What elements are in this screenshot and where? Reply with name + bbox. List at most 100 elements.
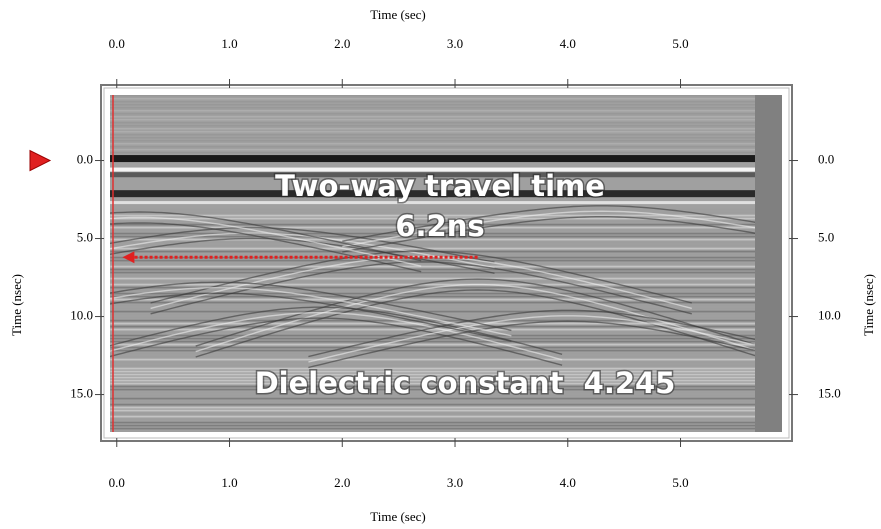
stripe [110,379,782,382]
stripe [110,337,782,340]
hyperbola [110,317,563,366]
stripe [110,319,782,322]
x-axis-title-bottom: Time (sec) [370,509,426,524]
stripe [110,394,782,397]
y-tick-label: 0.0 [818,152,834,167]
stripe [110,208,782,211]
stripe [110,265,782,268]
stripe [110,134,782,136]
stripe [110,424,782,427]
stripe [110,271,782,274]
stripe [110,304,782,307]
hyperbola [110,222,422,273]
stripe [110,122,782,124]
stripe [110,283,782,286]
stripe [110,361,782,364]
y-tick-label: 10.0 [818,308,841,323]
hyperbola [110,281,512,332]
x-tick-label: 1.0 [221,475,237,490]
stripe [110,146,782,148]
stripe [110,253,782,256]
stripe [110,149,782,151]
stripe [110,313,782,316]
stripe [110,211,782,214]
stripe [110,412,782,415]
stripe [110,382,782,385]
hyperbola [308,309,782,358]
stripe [110,349,782,352]
stripe [110,140,782,142]
hyperbola [110,306,563,355]
stripe [110,101,782,103]
stripe [110,98,782,100]
stripe [110,217,782,220]
stripe [110,355,782,358]
plot-frame-inner [103,87,790,439]
stripe [110,238,782,241]
stripe [110,155,782,163]
stripe [110,430,782,432]
hyperbola [110,226,495,263]
x-tick-label: 0.0 [109,36,125,51]
hyperbola [308,320,782,369]
stripe [110,220,782,223]
hyperbola [110,287,512,337]
hyperbola [110,311,563,361]
stripe [110,307,782,310]
stripe [110,340,782,343]
annotation: Dielectric constant 4.245 [255,366,676,400]
x-tick-label: 5.0 [672,36,688,51]
stripe [110,397,782,400]
y-tick-label: 15.0 [818,386,841,401]
y-tick-label: 15.0 [70,386,93,401]
stripe [110,143,782,145]
x-axis-title-top: Time (sec) [370,7,426,22]
stripe [110,274,782,277]
stripe [110,131,782,133]
stripe [110,223,782,226]
zero-time-marker [29,149,52,172]
stripe [110,201,782,205]
stripe [110,214,782,217]
stripe [110,235,782,238]
hyperbola [110,211,422,262]
stripe [110,280,782,283]
stripe [110,137,782,139]
hyperbola [195,278,760,347]
hyperbola [110,237,495,274]
hyperbola [150,261,692,315]
hyperbola [110,232,495,269]
stripe [110,385,782,388]
hyperbola [195,283,760,353]
stripe [110,113,782,115]
hyperbola [195,289,760,358]
stripe [110,295,782,298]
y-tick-label: 0.0 [77,152,93,167]
y-tick-label: 5.0 [818,230,834,245]
y-tick-label: 5.0 [77,230,93,245]
stripe [110,298,782,301]
y-axis-title-right: Time (nsec) [861,274,876,336]
stripe [110,343,782,346]
arrow-head [122,251,135,264]
stripe [110,95,782,97]
hyperbola [110,216,422,267]
stripe [110,119,782,121]
stripe [110,289,782,292]
stripe [110,376,782,379]
stripe [110,427,782,430]
x-tick-label: 5.0 [672,475,688,490]
hyperbola [150,250,692,304]
stripe [110,167,782,172]
stripe [110,277,782,280]
stripe [110,316,782,319]
stripe [110,128,782,130]
stripe [110,364,782,367]
stripe [110,107,782,109]
stripe [110,358,782,361]
x-tick-label: 1.0 [221,36,237,51]
x-tick-label: 4.0 [560,475,576,490]
stripe [110,406,782,409]
stripe [110,370,782,373]
